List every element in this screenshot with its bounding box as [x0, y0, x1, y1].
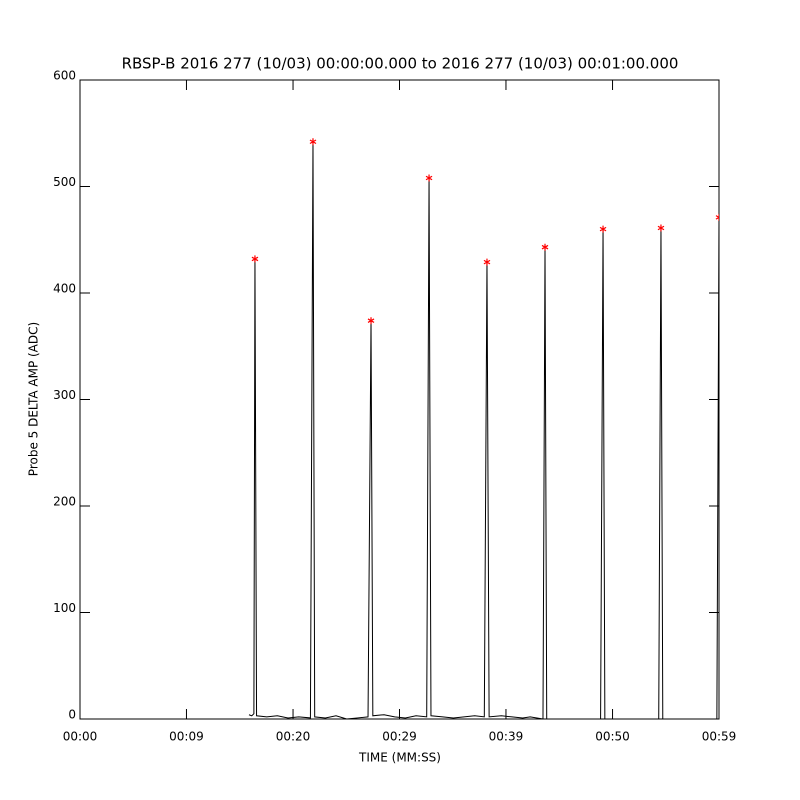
x-tick-label: 00:59	[702, 730, 737, 744]
peak-marker	[309, 138, 317, 146]
peak-marker	[483, 258, 491, 266]
peak-marker	[599, 225, 607, 233]
x-tick-label: 00:50	[595, 730, 630, 744]
y-axis-label: Probe 5 DELTA AMP (ADC)	[27, 322, 41, 476]
peak-marker	[657, 224, 665, 232]
x-tick-label: 00:09	[169, 730, 204, 744]
y-tick-label: 100	[53, 601, 76, 615]
peak-marker	[367, 317, 375, 325]
plot-area	[248, 138, 719, 719]
x-tick-label: 00:39	[489, 730, 524, 744]
signal-line	[248, 141, 719, 719]
peak-marker	[541, 243, 549, 251]
x-tick-label: 00:29	[382, 730, 417, 744]
peak-marker	[251, 255, 259, 263]
y-tick-label: 400	[53, 282, 76, 296]
y-tick-label: 200	[53, 495, 76, 509]
y-tick-label: 0	[68, 708, 76, 722]
y-tick-label: 500	[53, 175, 76, 189]
peak-marker	[715, 213, 719, 221]
peak-marker	[425, 174, 433, 182]
x-axis-label: TIME (MM:SS)	[358, 751, 441, 765]
x-tick-label: 00:00	[63, 730, 98, 744]
chart-title: RBSP-B 2016 277 (10/03) 00:00:00.000 to …	[122, 55, 679, 73]
y-tick-label: 600	[53, 69, 76, 83]
x-tick-label: 00:20	[276, 730, 311, 744]
y-tick-label: 300	[53, 388, 76, 402]
